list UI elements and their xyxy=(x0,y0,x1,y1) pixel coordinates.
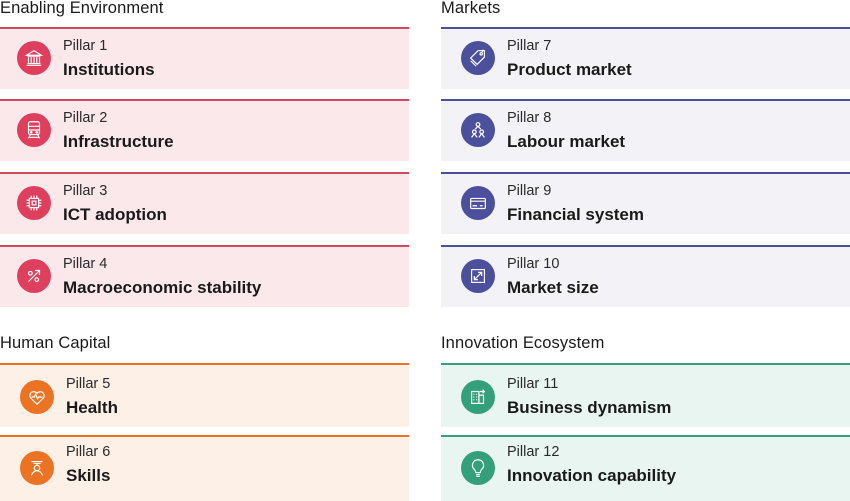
group-innovation-ecosystem: Innovation Ecosystem Pillar 11 Business … xyxy=(441,334,850,501)
pillar-name: Macroeconomic stability xyxy=(63,278,262,297)
pillar-name: Product market xyxy=(507,60,632,79)
group-title: Enabling Environment xyxy=(0,0,164,17)
pillar-card-5: Pillar 5 Health xyxy=(0,363,409,427)
pillar-number: Pillar 6 xyxy=(66,444,111,460)
pillar-number: Pillar 5 xyxy=(66,376,111,392)
pillar-name: Health xyxy=(66,398,118,417)
pillar-number: Pillar 2 xyxy=(63,110,108,126)
pillar-name: Financial system xyxy=(507,205,645,224)
pillar-name: Business dynamism xyxy=(507,398,672,417)
pillar-card-3: Pillar 3 ICT adoption xyxy=(0,172,409,234)
chip-icon xyxy=(17,186,51,220)
pillar-card-12: Pillar 12 Innovation capability xyxy=(441,435,850,501)
pillar-number: Pillar 4 xyxy=(63,256,108,272)
pillar-card-7: Pillar 7 Product market xyxy=(441,27,850,89)
pillar-name: Market size xyxy=(507,278,599,297)
lightbulb-icon xyxy=(461,451,495,485)
group-enabling-environment: Enabling Environment Pillar 1 Institutio… xyxy=(0,0,409,310)
pillar-name: Institutions xyxy=(63,60,155,79)
pillar-number: Pillar 12 xyxy=(507,444,560,460)
pillar-name: Skills xyxy=(66,466,111,485)
pillar-card-10: Pillar 10 Market size xyxy=(441,245,850,307)
pillar-card-11: Pillar 11 Business dynamism xyxy=(441,363,850,427)
pillar-name: Innovation capability xyxy=(507,466,677,485)
pillar-card-2: Pillar 2 Infrastructure xyxy=(0,99,409,161)
pillar-number: Pillar 7 xyxy=(507,38,552,54)
percent-trend-icon xyxy=(17,259,51,293)
price-tag-icon xyxy=(461,41,495,75)
pillar-name: ICT adoption xyxy=(63,205,167,224)
heart-pulse-icon xyxy=(20,380,54,414)
pillar-card-1: Pillar 1 Institutions xyxy=(0,27,409,89)
group-human-capital: Human Capital Pillar 5 Health Pillar 6 S… xyxy=(0,334,409,501)
group-title: Human Capital xyxy=(0,334,111,352)
pillar-name: Labour market xyxy=(507,132,626,151)
pillar-name: Infrastructure xyxy=(63,132,174,151)
pillar-card-9: Pillar 9 Financial system xyxy=(441,172,850,234)
pillar-number: Pillar 9 xyxy=(507,183,552,199)
pillar-number: Pillar 10 xyxy=(507,256,560,272)
expand-icon xyxy=(461,259,495,293)
credit-card-icon xyxy=(461,186,495,220)
pillar-number: Pillar 11 xyxy=(507,376,559,392)
pillar-card-6: Pillar 6 Skills xyxy=(0,435,409,501)
institution-icon xyxy=(17,41,51,75)
building-arrow-icon xyxy=(461,380,495,414)
pillar-number: Pillar 8 xyxy=(507,110,552,126)
train-icon xyxy=(17,113,51,147)
pillar-card-8: Pillar 8 Labour market xyxy=(441,99,850,161)
graduate-icon xyxy=(20,451,54,485)
group-title: Innovation Ecosystem xyxy=(441,334,605,352)
group-markets: Markets Pillar 7 Product market Pillar 8… xyxy=(441,0,850,310)
pillar-number: Pillar 1 xyxy=(63,38,108,54)
group-title: Markets xyxy=(441,0,501,17)
pillar-card-4: Pillar 4 Macroeconomic stability xyxy=(0,245,409,307)
people-network-icon xyxy=(461,113,495,147)
pillar-number: Pillar 3 xyxy=(63,183,108,199)
